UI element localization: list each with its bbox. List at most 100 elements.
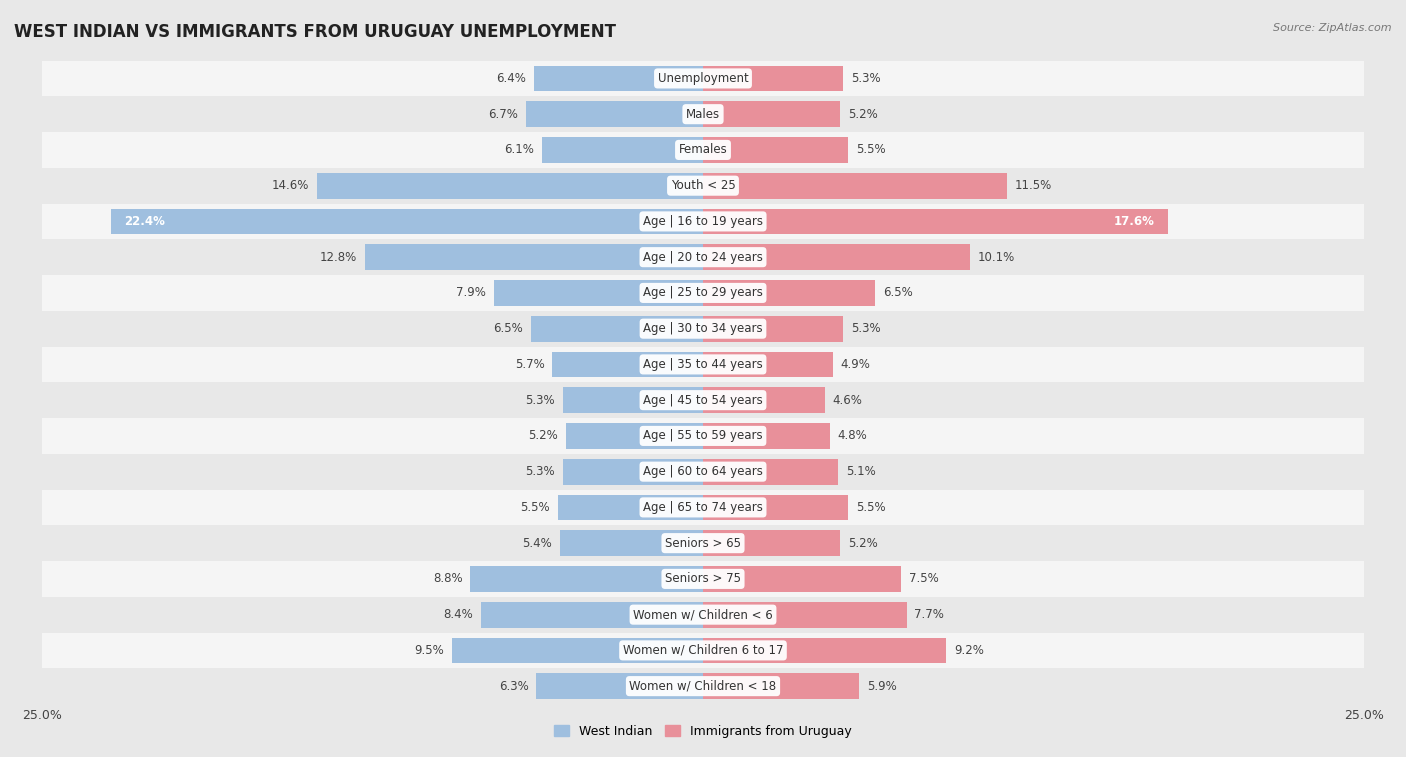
Text: 5.2%: 5.2% <box>527 429 558 442</box>
Bar <box>703 66 844 92</box>
Bar <box>42 204 1364 239</box>
Text: 5.2%: 5.2% <box>848 537 879 550</box>
Bar <box>42 61 1364 96</box>
Bar <box>42 597 1364 633</box>
Bar <box>703 388 824 413</box>
Text: 14.6%: 14.6% <box>271 179 309 192</box>
Text: Women w/ Children 6 to 17: Women w/ Children 6 to 17 <box>623 644 783 657</box>
Bar <box>42 275 1364 311</box>
Bar <box>703 602 907 628</box>
Bar <box>42 561 1364 597</box>
Bar <box>364 245 703 270</box>
Bar <box>531 316 703 341</box>
Text: Youth < 25: Youth < 25 <box>671 179 735 192</box>
Bar <box>703 280 875 306</box>
Text: Age | 60 to 64 years: Age | 60 to 64 years <box>643 465 763 478</box>
Text: Males: Males <box>686 107 720 120</box>
Text: 5.7%: 5.7% <box>515 358 544 371</box>
Bar <box>558 494 703 520</box>
Text: 10.1%: 10.1% <box>979 251 1015 263</box>
Text: 7.5%: 7.5% <box>910 572 939 585</box>
Text: 6.7%: 6.7% <box>488 107 517 120</box>
Text: Age | 30 to 34 years: Age | 30 to 34 years <box>643 322 763 335</box>
Bar <box>42 347 1364 382</box>
Bar <box>42 311 1364 347</box>
Text: 6.5%: 6.5% <box>883 286 912 300</box>
Text: 5.5%: 5.5% <box>856 501 886 514</box>
Text: Women w/ Children < 18: Women w/ Children < 18 <box>630 680 776 693</box>
Bar <box>42 239 1364 275</box>
Bar <box>562 388 703 413</box>
Bar <box>111 208 703 235</box>
Bar <box>537 673 703 699</box>
Text: 9.5%: 9.5% <box>415 644 444 657</box>
Text: Source: ZipAtlas.com: Source: ZipAtlas.com <box>1274 23 1392 33</box>
Bar <box>534 66 703 92</box>
Text: 4.9%: 4.9% <box>841 358 870 371</box>
Bar <box>703 423 830 449</box>
Bar <box>42 668 1364 704</box>
Text: 17.6%: 17.6% <box>1114 215 1154 228</box>
Bar <box>562 459 703 484</box>
Text: 7.7%: 7.7% <box>914 608 945 621</box>
Text: 8.4%: 8.4% <box>443 608 472 621</box>
Text: 5.3%: 5.3% <box>526 465 555 478</box>
Text: 11.5%: 11.5% <box>1015 179 1052 192</box>
Text: 7.9%: 7.9% <box>457 286 486 300</box>
Text: Age | 16 to 19 years: Age | 16 to 19 years <box>643 215 763 228</box>
Text: 6.4%: 6.4% <box>496 72 526 85</box>
Bar <box>703 459 838 484</box>
Text: Age | 20 to 24 years: Age | 20 to 24 years <box>643 251 763 263</box>
Text: 8.8%: 8.8% <box>433 572 463 585</box>
Bar <box>703 208 1168 235</box>
Bar <box>42 453 1364 490</box>
Text: Women w/ Children < 6: Women w/ Children < 6 <box>633 608 773 621</box>
Text: Unemployment: Unemployment <box>658 72 748 85</box>
Text: 6.3%: 6.3% <box>499 680 529 693</box>
Text: 5.9%: 5.9% <box>868 680 897 693</box>
Bar <box>471 566 703 592</box>
Bar <box>703 137 848 163</box>
Text: 4.6%: 4.6% <box>832 394 862 407</box>
Bar <box>703 245 970 270</box>
Bar <box>703 566 901 592</box>
Bar <box>541 137 703 163</box>
Text: 6.1%: 6.1% <box>503 143 534 157</box>
Bar <box>42 418 1364 453</box>
Text: Age | 25 to 29 years: Age | 25 to 29 years <box>643 286 763 300</box>
Text: 12.8%: 12.8% <box>319 251 357 263</box>
Text: 5.3%: 5.3% <box>851 72 880 85</box>
Text: 5.5%: 5.5% <box>856 143 886 157</box>
Text: 5.3%: 5.3% <box>851 322 880 335</box>
Text: Females: Females <box>679 143 727 157</box>
Bar <box>526 101 703 127</box>
Text: Age | 45 to 54 years: Age | 45 to 54 years <box>643 394 763 407</box>
Text: Age | 35 to 44 years: Age | 35 to 44 years <box>643 358 763 371</box>
Bar <box>451 637 703 663</box>
Bar <box>42 96 1364 132</box>
Text: 5.1%: 5.1% <box>846 465 876 478</box>
Bar <box>42 633 1364 668</box>
Bar <box>494 280 703 306</box>
Text: Seniors > 65: Seniors > 65 <box>665 537 741 550</box>
Text: 5.3%: 5.3% <box>526 394 555 407</box>
Legend: West Indian, Immigrants from Uruguay: West Indian, Immigrants from Uruguay <box>550 720 856 743</box>
Bar <box>42 490 1364 525</box>
Bar <box>560 531 703 556</box>
Bar <box>703 351 832 377</box>
Text: 4.8%: 4.8% <box>838 429 868 442</box>
Text: Seniors > 75: Seniors > 75 <box>665 572 741 585</box>
Bar <box>318 173 703 198</box>
Text: WEST INDIAN VS IMMIGRANTS FROM URUGUAY UNEMPLOYMENT: WEST INDIAN VS IMMIGRANTS FROM URUGUAY U… <box>14 23 616 41</box>
Bar <box>565 423 703 449</box>
Bar <box>703 173 1007 198</box>
Bar <box>42 132 1364 168</box>
Bar <box>481 602 703 628</box>
Bar <box>42 525 1364 561</box>
Bar <box>42 382 1364 418</box>
Text: 5.2%: 5.2% <box>848 107 879 120</box>
Text: 5.4%: 5.4% <box>523 537 553 550</box>
Text: 9.2%: 9.2% <box>955 644 984 657</box>
Text: 22.4%: 22.4% <box>124 215 165 228</box>
Bar <box>703 101 841 127</box>
